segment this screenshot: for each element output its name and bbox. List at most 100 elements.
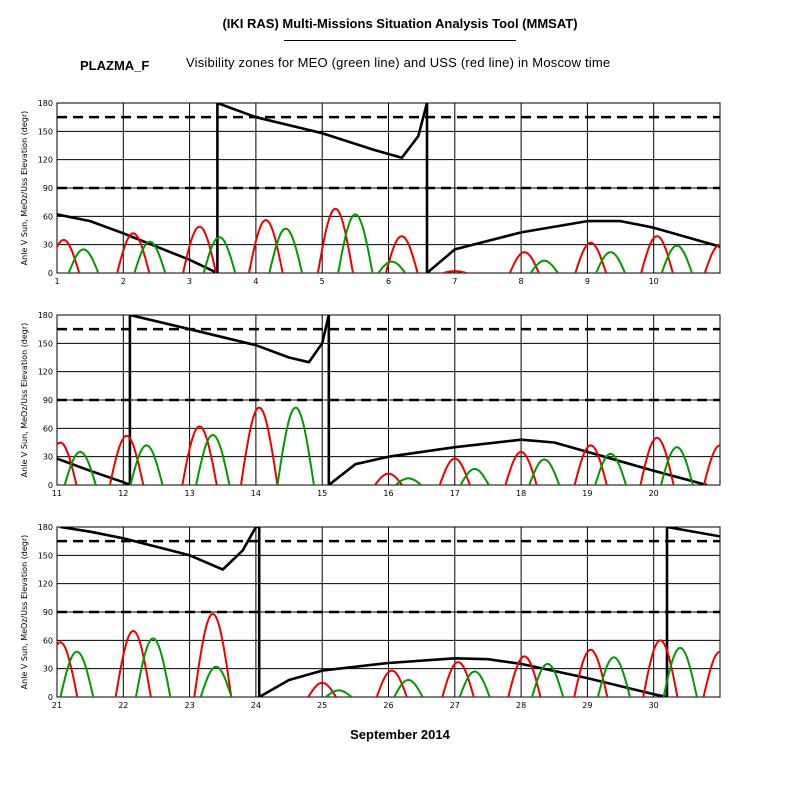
uss-pass [573, 648, 609, 697]
y-tick-label: 180 [38, 311, 53, 320]
x-tick-label: 8 [519, 277, 524, 286]
y-tick-label: 90 [43, 184, 53, 193]
x-tick-label: 5 [320, 277, 325, 286]
meo-pass [596, 656, 631, 697]
mission-name: PLAZMA_F [80, 58, 150, 73]
y-tick-label: 120 [38, 156, 53, 165]
uss-pass [384, 235, 419, 273]
uss-pass [57, 238, 81, 273]
y-axis-label: Anle V Sun, MeOz/Uss Elevation (degr) [20, 323, 29, 478]
sun-angle-line [57, 103, 720, 273]
x-tick-label: 15 [317, 489, 327, 498]
chart-panel-2: 11 12 13 14 15 16 17 18 19 20 0 30 60 90 120 150 180 Anle… [20, 311, 721, 498]
y-tick-label: 0 [48, 269, 53, 278]
plot-frame [56, 526, 721, 698]
meo-pass [459, 467, 490, 485]
uss-pass [248, 219, 284, 273]
uss-pass [114, 629, 152, 697]
panel-curves [57, 527, 720, 697]
chart-subtitle: Visibility zones for MEO (green line) an… [186, 55, 611, 70]
uss-pass [193, 612, 233, 697]
meo-pass [325, 689, 353, 697]
sun-angle-line [57, 315, 708, 485]
plot-frame [56, 102, 721, 274]
x-tick-label: 9 [585, 277, 590, 286]
x-tick-label: 13 [185, 489, 195, 498]
plot-frame [56, 314, 721, 486]
x-axis-title: September 2014 [350, 727, 450, 742]
y-tick-label: 90 [43, 396, 53, 405]
y-axis-label: Anle V Sun, MeOz/Uss Elevation (degr) [20, 111, 29, 266]
x-tick-label: 18 [516, 489, 526, 498]
uss-pass [507, 655, 542, 697]
y-tick-label: 30 [43, 453, 53, 462]
uss-pass [504, 450, 538, 485]
x-tick-label: 2 [121, 277, 126, 286]
x-tick-label: 26 [383, 701, 393, 710]
y-tick-label: 30 [43, 241, 53, 250]
uss-pass [316, 207, 354, 273]
x-tick-label: 28 [516, 701, 526, 710]
y-tick-label: 180 [38, 99, 53, 108]
uss-pass [181, 425, 218, 485]
x-tick-label: 27 [450, 701, 460, 710]
meo-pass [59, 650, 95, 697]
x-tick-label: 7 [452, 277, 457, 286]
meo-pass [337, 213, 374, 273]
meo-pass [268, 227, 304, 273]
uss-pass [508, 251, 540, 273]
title-underline [284, 40, 516, 41]
uss-pass [642, 639, 679, 697]
meo-pass [394, 477, 422, 485]
x-tick-label: 29 [582, 701, 592, 710]
uss-pass [703, 243, 720, 273]
x-tick-label: 4 [253, 277, 258, 286]
meo-pass [458, 670, 491, 697]
meo-pass [594, 452, 627, 485]
y-tick-label: 180 [38, 523, 53, 532]
y-tick-label: 0 [48, 481, 53, 490]
x-tick-label: 12 [118, 489, 128, 498]
uss-pass [574, 241, 608, 273]
meo-pass [133, 240, 167, 273]
x-tick-label: 19 [582, 489, 592, 498]
meo-pass [528, 458, 561, 485]
y-tick-label: 150 [38, 127, 53, 136]
meo-pass [595, 251, 627, 273]
x-tick-label: 17 [450, 489, 460, 498]
x-tick-label: 22 [118, 701, 128, 710]
sun-angle-line [60, 527, 720, 697]
meo-pass [531, 662, 565, 697]
x-tick-label: 10 [649, 277, 659, 286]
meo-pass [134, 637, 172, 697]
x-tick-label: 3 [187, 277, 192, 286]
x-tick-label: 20 [649, 489, 659, 498]
uss-pass [116, 232, 151, 273]
meo-pass [393, 678, 424, 697]
meo-pass [377, 260, 407, 273]
x-tick-label: 21 [52, 701, 62, 710]
uss-pass [640, 235, 674, 273]
meo-pass [662, 646, 698, 697]
uss-pass [442, 270, 467, 273]
x-tick-label: 11 [52, 489, 62, 498]
chart-panel-1: 1 2 3 4 5 6 7 8 9 10 0 30 60 90 120 150 180 Anle V Sun, M… [20, 99, 721, 286]
meo-pass [195, 433, 231, 485]
uss-pass [703, 444, 720, 485]
y-tick-label: 60 [43, 424, 53, 433]
x-tick-label: 23 [185, 701, 195, 710]
meo-pass [276, 406, 315, 485]
x-tick-label: 24 [251, 701, 261, 710]
panel-curves [57, 103, 720, 273]
x-tick-label: 16 [383, 489, 393, 498]
x-tick-label: 1 [54, 277, 59, 286]
meo-pass [129, 444, 164, 485]
meo-pass [529, 259, 559, 273]
y-tick-label: 90 [43, 608, 53, 617]
meo-pass [660, 244, 693, 273]
meo-pass [660, 446, 694, 485]
meo-pass [67, 248, 100, 273]
uss-pass [702, 650, 720, 697]
uss-pass [438, 457, 471, 485]
